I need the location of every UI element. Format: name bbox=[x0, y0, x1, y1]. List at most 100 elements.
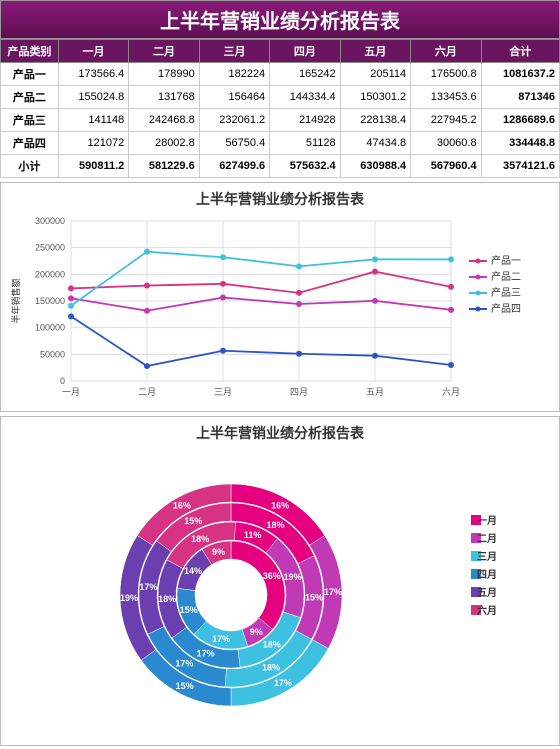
marker bbox=[220, 348, 226, 354]
col-header: 三月 bbox=[199, 40, 269, 63]
row-label: 产品二 bbox=[1, 86, 59, 109]
slice-label: 9% bbox=[212, 547, 225, 557]
slice-label: 36% bbox=[263, 571, 281, 581]
donut-chart-panel: 上半年营销业绩分析报告表 36%9%17%15%14%9%11%19%18%17… bbox=[0, 416, 560, 746]
slice-label: 18% bbox=[266, 520, 284, 530]
marker bbox=[68, 303, 74, 309]
marker bbox=[372, 256, 378, 262]
svg-text:150000: 150000 bbox=[35, 296, 65, 306]
donut-chart-title: 上半年营销业绩分析报告表 bbox=[1, 417, 559, 445]
slice-label: 17% bbox=[274, 678, 292, 688]
slice-label: 15% bbox=[184, 516, 202, 526]
slice-label: 17% bbox=[175, 659, 193, 669]
slice-label: 16% bbox=[271, 501, 289, 511]
marker bbox=[372, 353, 378, 359]
data-table: 产品类别一月二月三月四月五月六月合计 产品一173566.41789901822… bbox=[0, 39, 560, 178]
marker bbox=[68, 313, 74, 319]
marker bbox=[296, 263, 302, 269]
svg-text:100000: 100000 bbox=[35, 323, 65, 333]
row-label: 产品四 bbox=[1, 132, 59, 155]
series-line bbox=[71, 298, 451, 311]
row-label: 产品三 bbox=[1, 109, 59, 132]
marker bbox=[296, 301, 302, 307]
donut-chart: 36%9%17%15%14%9%11%19%18%17%18%18%18%15%… bbox=[1, 445, 559, 745]
cell: 156464 bbox=[199, 86, 269, 109]
svg-text:六月: 六月 bbox=[442, 386, 460, 397]
cell: 214928 bbox=[270, 109, 340, 132]
svg-text:五月: 五月 bbox=[366, 387, 384, 397]
col-header: 产品类别 bbox=[1, 40, 59, 63]
legend: 产品一产品二产品三产品四 bbox=[469, 254, 521, 315]
report-root: 上半年营销业绩分析报告表 产品类别一月二月三月四月五月六月合计 产品一17356… bbox=[0, 0, 560, 746]
col-header: 五月 bbox=[340, 40, 410, 63]
marker bbox=[144, 249, 150, 255]
table-row: 产品四12107228002.856750.45112847434.830060… bbox=[1, 132, 560, 155]
svg-text:产品四: 产品四 bbox=[491, 302, 521, 315]
svg-text:300000: 300000 bbox=[35, 216, 65, 226]
svg-text:50000: 50000 bbox=[40, 349, 65, 359]
cell: 28002.8 bbox=[129, 132, 199, 155]
cell: 155024.8 bbox=[58, 86, 128, 109]
svg-text:三月: 三月 bbox=[214, 387, 232, 397]
cell: 630988.4 bbox=[340, 155, 410, 178]
svg-text:三月: 三月 bbox=[477, 551, 497, 563]
cell: 205114 bbox=[340, 63, 410, 86]
cell: 228138.4 bbox=[340, 109, 410, 132]
cell: 144334.4 bbox=[270, 86, 340, 109]
cell: 51128 bbox=[270, 132, 340, 155]
svg-text:产品二: 产品二 bbox=[491, 270, 521, 283]
row-label: 小计 bbox=[1, 155, 59, 178]
slice-label: 15% bbox=[180, 605, 198, 615]
cell: 232061.2 bbox=[199, 109, 269, 132]
table-row: 产品一173566.417899018222416524220511417650… bbox=[1, 63, 560, 86]
marker bbox=[220, 254, 226, 260]
cell: 242468.8 bbox=[129, 109, 199, 132]
slice-label: 9% bbox=[250, 627, 263, 637]
marker bbox=[68, 295, 74, 301]
slice-label: 18% bbox=[262, 663, 280, 673]
cell: 133453.6 bbox=[411, 86, 481, 109]
svg-text:二月: 二月 bbox=[138, 387, 156, 397]
marker bbox=[372, 298, 378, 304]
table-row: 产品二155024.8131768156464144334.4150301.21… bbox=[1, 86, 560, 109]
svg-text:六月: 六月 bbox=[477, 604, 497, 617]
row-total: 3574121.6 bbox=[481, 155, 559, 178]
svg-text:一月: 一月 bbox=[62, 387, 80, 397]
cell: 567960.4 bbox=[411, 155, 481, 178]
cell: 227945.2 bbox=[411, 109, 481, 132]
col-header: 四月 bbox=[270, 40, 340, 63]
slice-label: 11% bbox=[244, 530, 262, 540]
marker bbox=[144, 308, 150, 314]
cell: 182224 bbox=[199, 63, 269, 86]
line-chart: 050000100000150000200000250000300000一月二月… bbox=[1, 211, 559, 411]
svg-text:二月: 二月 bbox=[477, 533, 497, 545]
row-total: 1286689.6 bbox=[481, 109, 559, 132]
marker bbox=[448, 307, 454, 313]
slice-label: 17% bbox=[139, 582, 157, 592]
cell: 590811.2 bbox=[58, 155, 128, 178]
cell: 165242 bbox=[270, 63, 340, 86]
svg-text:产品三: 产品三 bbox=[491, 286, 521, 299]
cell: 121072 bbox=[58, 132, 128, 155]
marker bbox=[144, 283, 150, 289]
svg-text:四月: 四月 bbox=[477, 569, 497, 581]
slice-label: 17% bbox=[212, 634, 230, 644]
cell: 627499.6 bbox=[199, 155, 269, 178]
cell: 131768 bbox=[129, 86, 199, 109]
line-chart-panel: 上半年营销业绩分析报告表 050000100000150000200000250… bbox=[0, 182, 560, 412]
svg-text:半年销售额: 半年销售额 bbox=[10, 278, 21, 323]
cell: 178990 bbox=[129, 63, 199, 86]
slice-label: 15% bbox=[305, 593, 323, 603]
table-row: 小计590811.2581229.6627499.6575632.4630988… bbox=[1, 155, 560, 178]
svg-text:产品一: 产品一 bbox=[491, 254, 521, 267]
cell: 581229.6 bbox=[129, 155, 199, 178]
col-header: 二月 bbox=[129, 40, 199, 63]
slice-label: 18% bbox=[263, 639, 281, 649]
marker bbox=[296, 351, 302, 357]
svg-text:一月: 一月 bbox=[477, 515, 497, 527]
svg-text:四月: 四月 bbox=[290, 387, 308, 397]
svg-text:五月: 五月 bbox=[477, 587, 497, 599]
row-total: 871346 bbox=[481, 86, 559, 109]
col-header: 合计 bbox=[481, 40, 559, 63]
svg-text:0: 0 bbox=[60, 376, 65, 386]
